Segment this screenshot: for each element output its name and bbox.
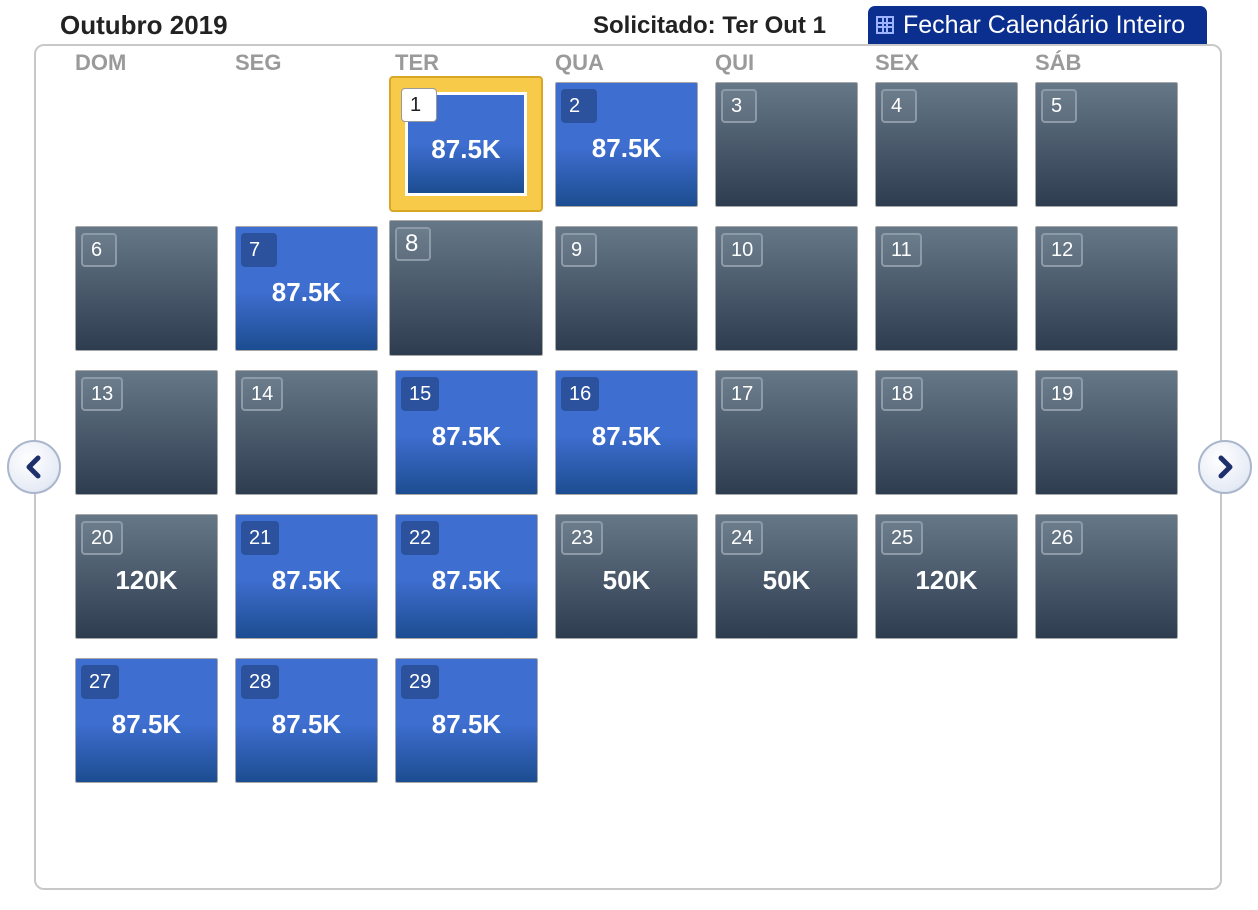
day-number: 10 bbox=[721, 233, 764, 267]
day-price: 87.5K bbox=[431, 565, 502, 595]
day-cell-11[interactable]: 11 bbox=[875, 226, 1018, 351]
day-number: 7 bbox=[241, 233, 277, 267]
weekday-header: QUA bbox=[555, 50, 604, 75]
prev-month-button[interactable] bbox=[7, 440, 61, 494]
day-number: 17 bbox=[721, 377, 764, 411]
day-number: 18 bbox=[881, 377, 924, 411]
chevron-right-icon bbox=[1218, 455, 1233, 479]
day-number: 13 bbox=[81, 377, 124, 411]
day-number: 11 bbox=[881, 233, 922, 267]
day-cell-13[interactable]: 13 bbox=[75, 370, 218, 495]
weekday-header: QUI bbox=[715, 50, 755, 75]
day-number: 22 bbox=[401, 521, 440, 555]
day-number: 26 bbox=[1041, 521, 1084, 555]
day-number: 9 bbox=[561, 233, 597, 267]
weekday-header: SÁB bbox=[1035, 50, 1082, 75]
grid-icon bbox=[876, 16, 894, 34]
day-number: 27 bbox=[81, 665, 120, 699]
day-cell-7[interactable]: 7 87.5K bbox=[235, 226, 378, 351]
chevron-left-icon bbox=[26, 455, 41, 479]
day-price: 87.5K bbox=[591, 133, 662, 163]
day-cell-6[interactable]: 6 bbox=[75, 226, 218, 351]
day-number: 20 bbox=[81, 521, 124, 555]
day-number: 1 bbox=[401, 88, 437, 122]
requested-date: Solicitado: Ter Out 1 bbox=[593, 12, 826, 39]
day-price: 87.5K bbox=[431, 709, 502, 739]
day-price: 87.5K bbox=[431, 421, 502, 451]
day-cell-28[interactable]: 28 87.5K bbox=[235, 658, 378, 783]
calendar-panel: DOM SEG TER QUA QUI SEX SÁB 1 87.5K 2 87.5K 3 4 5 6 7 87… bbox=[34, 44, 1222, 890]
day-cell-22[interactable]: 22 87.5K bbox=[395, 514, 538, 639]
day-cell-15[interactable]: 15 87.5K bbox=[395, 370, 538, 495]
day-number: 16 bbox=[561, 377, 600, 411]
next-month-button[interactable] bbox=[1198, 440, 1252, 494]
day-number: 12 bbox=[1041, 233, 1084, 267]
day-cell-2[interactable]: 2 87.5K bbox=[555, 82, 698, 207]
day-cell-10[interactable]: 10 bbox=[715, 226, 858, 351]
day-number: 3 bbox=[721, 89, 757, 123]
day-cell-21[interactable]: 21 87.5K bbox=[235, 514, 378, 639]
day-cell-18[interactable]: 18 bbox=[875, 370, 1018, 495]
day-cell-9[interactable]: 9 bbox=[555, 226, 698, 351]
day-price: 50K bbox=[602, 565, 651, 595]
day-number: 29 bbox=[401, 665, 440, 699]
day-price: 87.5K bbox=[591, 421, 662, 451]
day-number: 5 bbox=[1041, 89, 1077, 123]
weekday-header: SEX bbox=[875, 50, 920, 75]
day-number: 6 bbox=[81, 233, 117, 267]
day-number: 24 bbox=[721, 521, 764, 555]
day-price: 87.5K bbox=[111, 709, 182, 739]
day-price: 50K bbox=[762, 565, 811, 595]
day-number: 23 bbox=[561, 521, 604, 555]
month-title: Outubro 2019 bbox=[60, 10, 228, 40]
weekday-header: TER bbox=[395, 50, 439, 75]
day-number: 4 bbox=[881, 89, 917, 123]
day-cell-25[interactable]: 25 120K bbox=[875, 514, 1018, 639]
day-cell-16[interactable]: 16 87.5K bbox=[555, 370, 698, 495]
day-cell-26[interactable]: 26 bbox=[1035, 514, 1178, 639]
day-price: 120K bbox=[115, 565, 178, 595]
day-cell-4[interactable]: 4 bbox=[875, 82, 1018, 207]
day-price: 120K bbox=[915, 565, 978, 595]
day-cell-14[interactable]: 14 bbox=[235, 370, 378, 495]
day-number: 14 bbox=[241, 377, 284, 411]
day-cell-20[interactable]: 20 120K bbox=[75, 514, 218, 639]
day-cell-17[interactable]: 17 bbox=[715, 370, 858, 495]
close-calendar-label: Fechar Calendário Inteiro bbox=[903, 10, 1186, 39]
day-price: 87.5K bbox=[271, 277, 342, 307]
day-price: 87.5K bbox=[271, 709, 342, 739]
day-number: 28 bbox=[241, 665, 280, 699]
day-cell-12[interactable]: 12 bbox=[1035, 226, 1178, 351]
close-calendar-button[interactable]: Fechar Calendário Inteiro bbox=[868, 6, 1207, 44]
weekday-header: SEG bbox=[235, 50, 282, 75]
day-cell-24[interactable]: 24 50K bbox=[715, 514, 858, 639]
day-number: 8 bbox=[395, 227, 431, 261]
day-cell-3[interactable]: 3 bbox=[715, 82, 858, 207]
day-cell-23[interactable]: 23 50K bbox=[555, 514, 698, 639]
weekday-header: DOM bbox=[75, 50, 127, 75]
day-price: 87.5K bbox=[271, 565, 342, 595]
day-price: 87.5K bbox=[431, 134, 501, 164]
day-number: 15 bbox=[401, 377, 440, 411]
day-number: 21 bbox=[241, 521, 280, 555]
day-cell-29[interactable]: 29 87.5K bbox=[395, 658, 538, 783]
day-cell-1[interactable]: 1 87.5K bbox=[389, 76, 543, 212]
day-cell-5[interactable]: 5 bbox=[1035, 82, 1178, 207]
day-cell-8[interactable]: 8 bbox=[389, 220, 543, 356]
day-number: 19 bbox=[1041, 377, 1084, 411]
day-number: 25 bbox=[881, 521, 924, 555]
day-cell-19[interactable]: 19 bbox=[1035, 370, 1178, 495]
day-cell-27[interactable]: 27 87.5K bbox=[75, 658, 218, 783]
day-number: 2 bbox=[561, 89, 597, 123]
